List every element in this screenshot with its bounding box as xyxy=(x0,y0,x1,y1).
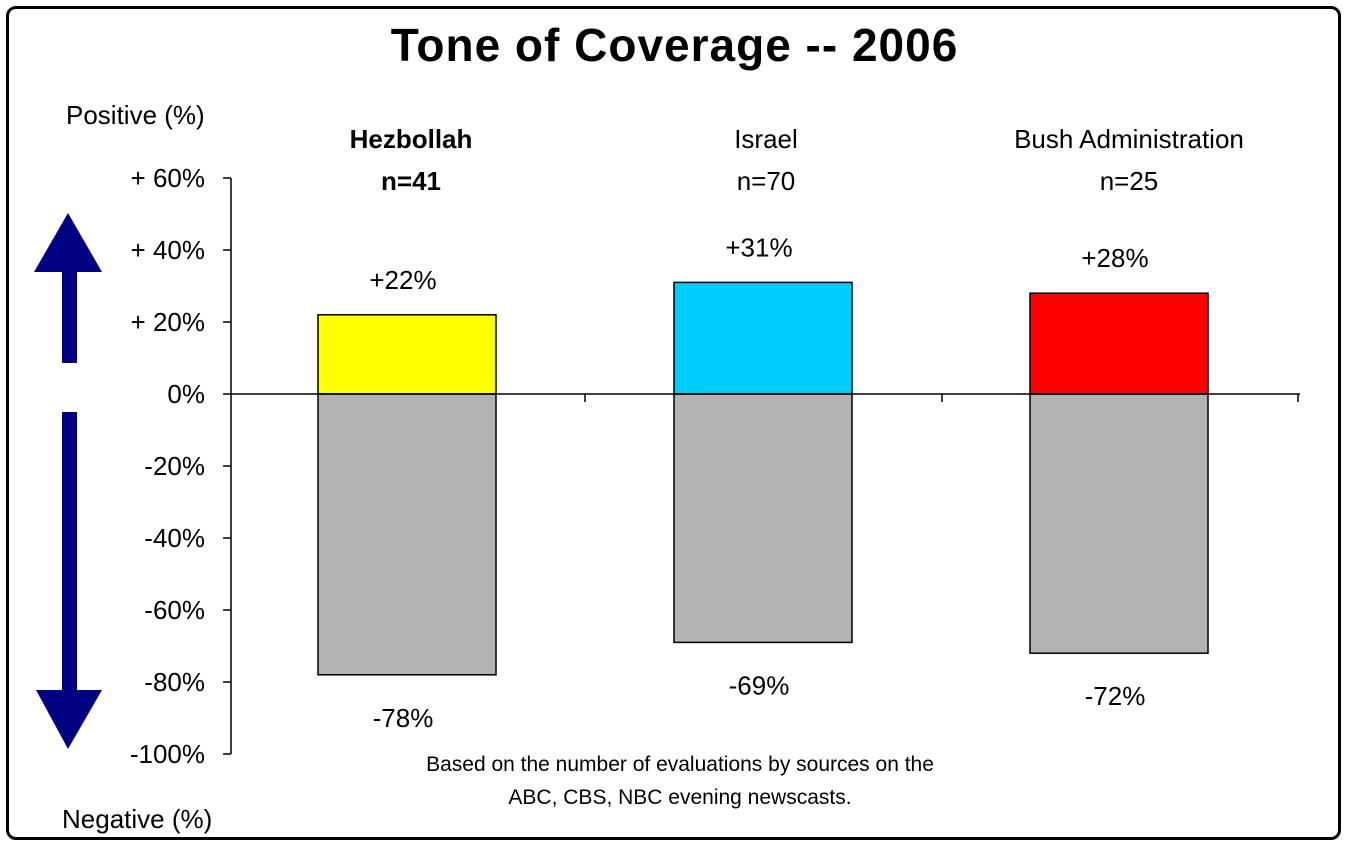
positive-data-label-1: +31% xyxy=(725,232,792,262)
negative-bar-2 xyxy=(1029,393,1209,654)
positive-bar-0 xyxy=(317,314,497,395)
negative-bar-1 xyxy=(673,393,853,644)
y-tick-label: -60% xyxy=(144,595,205,625)
down-arrow-shaft xyxy=(62,412,77,692)
positive-axis-label: Positive (%) xyxy=(66,100,205,130)
negative-data-label-0: -78% xyxy=(373,703,434,733)
y-tick-label: -100% xyxy=(130,739,205,769)
category-name: Israel xyxy=(734,124,798,154)
source-note-line-1: Based on the number of evaluations by so… xyxy=(426,753,934,776)
y-tick-label: -40% xyxy=(144,523,205,553)
source-note: Based on the number of evaluations by so… xyxy=(400,748,960,814)
y-tick-label: + 20% xyxy=(131,307,205,337)
negative-axis-label: Negative (%) xyxy=(62,804,213,834)
negative-data-label-2: -72% xyxy=(1085,681,1146,711)
y-tick-label: -80% xyxy=(144,667,205,697)
category-header-bush-administration: Bush Administration n=25 xyxy=(959,118,1299,202)
category-name: Hezbollah xyxy=(349,124,473,154)
category-header-hezbollah: Hezbollah n=41 xyxy=(241,118,581,202)
category-header-israel: Israel n=70 xyxy=(596,118,936,202)
category-n: n=41 xyxy=(381,166,441,196)
category-name: Bush Administration xyxy=(1014,124,1244,154)
down-arrow-icon xyxy=(36,690,102,749)
positive-bar-2 xyxy=(1029,292,1209,395)
category-n: n=70 xyxy=(736,166,796,196)
up-arrow-icon xyxy=(34,213,102,272)
source-note-line-2: ABC, CBS, NBC evening newscasts. xyxy=(508,786,852,809)
positive-data-label-2: +28% xyxy=(1081,243,1148,273)
y-tick-label: + 40% xyxy=(131,235,205,265)
y-tick-label: + 60% xyxy=(131,163,205,193)
y-tick-label: 0% xyxy=(167,379,205,409)
positive-bar-1 xyxy=(673,281,853,395)
y-tick-label: -20% xyxy=(144,451,205,481)
negative-bar-0 xyxy=(317,393,497,676)
up-arrow-shaft xyxy=(62,271,77,363)
category-n: n=25 xyxy=(1099,166,1159,196)
negative-data-label-1: -69% xyxy=(729,670,790,700)
chart-title: Tone of Coverage -- 2006 xyxy=(390,19,959,71)
positive-data-label-0: +22% xyxy=(369,265,436,295)
